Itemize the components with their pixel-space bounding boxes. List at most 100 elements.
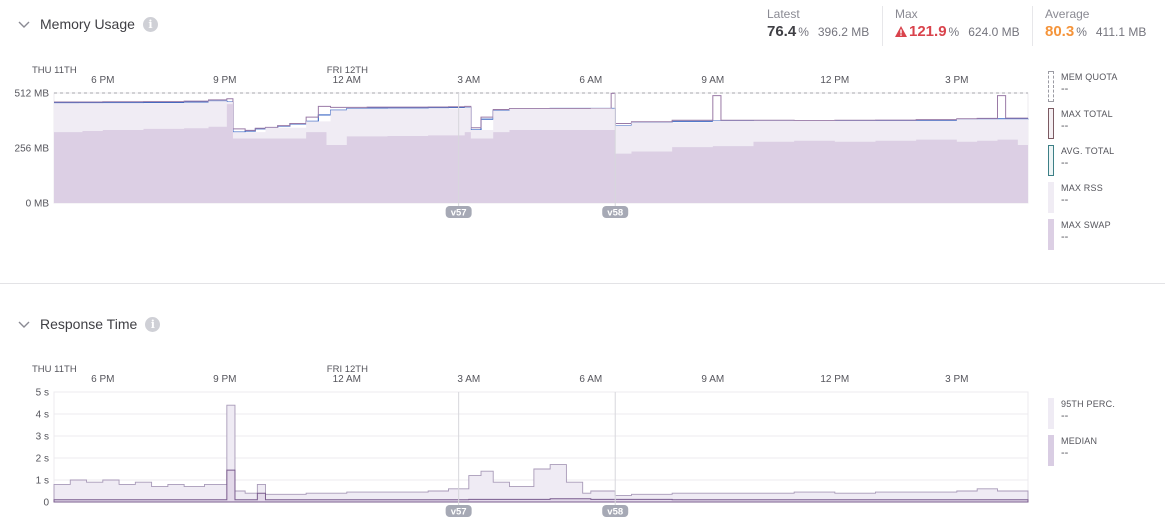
y-tick-label: 5 s — [36, 388, 49, 399]
series-95th-perc — [53, 404, 1029, 503]
info-icon[interactable]: i — [142, 16, 158, 32]
stat-latest-unit: % — [798, 25, 809, 39]
release-label: v58 — [607, 507, 623, 518]
release-badge — [445, 505, 472, 517]
x-tick-label: 9 AM — [701, 374, 724, 385]
x-tick-label: 3 AM — [457, 374, 480, 385]
y-tick-label: 256 MB — [15, 144, 50, 155]
response-time-panel: Response Time i 0 1 s 2 s 3 s 4 s 5 s 6 PM 9 PM… — [0, 300, 1165, 522]
max-rss-swatch — [1048, 182, 1054, 213]
memory-panel-title: Memory Usage — [40, 16, 135, 32]
x-tick-label: 6 PM — [91, 75, 114, 86]
mem-quota-swatch — [1048, 71, 1054, 102]
y-tick-label: 1 s — [36, 476, 49, 487]
y-tick-label: 4 s — [36, 410, 49, 421]
release-badge — [602, 206, 629, 218]
x-tick-label: 12 PM — [820, 374, 849, 385]
stat-average-unit: % — [1076, 25, 1087, 39]
legend-max-swap-value: -- — [1061, 231, 1069, 243]
stat-average: Average 80.3% 411.1 MB — [1032, 6, 1165, 46]
x-tick-label: 6 PM — [91, 374, 114, 385]
x-tick-label: 3 AM — [457, 75, 480, 86]
release-label: v57 — [451, 208, 467, 219]
legend-max-rss[interactable]: MAX RSS -- — [1048, 182, 1118, 219]
x-tick-label: 6 AM — [579, 75, 602, 86]
95th-perc-swatch — [1048, 398, 1054, 429]
memory-stats: Latest 76.4% 396.2 MB Max 121.9% 624.0 MB … — [755, 6, 1165, 46]
day-label: FRI 12TH — [327, 65, 368, 76]
x-tick-label: 6 AM — [579, 374, 602, 385]
legend-95th-perc[interactable]: 95TH PERC. -- — [1048, 398, 1115, 435]
x-tick-label: 9 AM — [701, 75, 724, 86]
x-tick-label: 9 PM — [213, 374, 236, 385]
stat-latest-mb: 396.2 MB — [817, 25, 870, 39]
response-time-chart[interactable]: 0 1 s 2 s 3 s 4 s 5 s 6 PM 9 PM 12 AM 3 AM 6 AM 9 A… — [0, 300, 1040, 522]
warning-icon — [895, 24, 907, 37]
release-badge — [602, 505, 629, 517]
legend-max-swap-label: MAX SWAP — [1061, 220, 1111, 230]
stat-average-mb: 411.1 MB — [1095, 25, 1147, 39]
stat-latest: Latest 76.4% 396.2 MB — [755, 6, 882, 46]
x-tick-label: 12 AM — [333, 75, 361, 86]
legend-median-value: -- — [1061, 447, 1069, 459]
y-tick-label: 3 s — [36, 432, 49, 443]
x-tick-label: 3 PM — [945, 374, 968, 385]
legend-95th-perc-value: -- — [1061, 410, 1069, 422]
response-panel-header: Response Time i — [16, 312, 161, 336]
legend-mem-quota[interactable]: MEM QUOTA -- — [1048, 71, 1118, 108]
legend-max-total[interactable]: MAX TOTAL -- — [1048, 108, 1118, 145]
day-label: THU 11TH — [32, 364, 77, 375]
series-median — [53, 469, 1029, 503]
chevron-down-icon[interactable] — [16, 316, 32, 332]
day-label: THU 11TH — [32, 65, 77, 76]
stat-max-mb: 624.0 MB — [968, 25, 1020, 39]
x-tick-label: 12 AM — [333, 374, 361, 385]
series-max-swap — [54, 104, 1028, 203]
release-badge — [445, 206, 472, 218]
release-label: v58 — [607, 208, 623, 219]
info-icon[interactable]: i — [145, 316, 161, 332]
y-tick-label: 0 — [43, 498, 49, 509]
x-tick-label: 3 PM — [945, 75, 968, 86]
legend-max-swap[interactable]: MAX SWAP -- — [1048, 219, 1118, 256]
x-tick-label: 12 PM — [820, 75, 849, 86]
legend-mem-quota-value: -- — [1061, 83, 1069, 95]
memory-panel-header: Memory Usage i — [16, 12, 158, 36]
y-tick-label: 512 MB — [15, 89, 50, 100]
stat-max-label: Max — [895, 7, 918, 21]
legend-avg-total-value: -- — [1061, 157, 1069, 169]
chevron-down-icon[interactable] — [16, 16, 32, 32]
stat-average-label: Average — [1045, 7, 1090, 21]
legend-95th-perc-label: 95TH PERC. — [1061, 399, 1116, 409]
legend-mem-quota-label: MEM QUOTA — [1061, 72, 1118, 82]
stat-latest-label: Latest — [767, 7, 800, 21]
legend-max-rss-label: MAX RSS — [1061, 183, 1103, 193]
stat-max-value: 121.9 — [909, 23, 947, 40]
day-label: FRI 12TH — [327, 364, 368, 375]
legend-median-label: MEDIAN — [1061, 436, 1098, 446]
x-tick-label: 9 PM — [213, 75, 236, 86]
memory-usage-panel: Memory Usage i Latest 76.4% 396.2 MB Max … — [0, 0, 1165, 284]
stat-latest-value: 76.4 — [767, 23, 797, 40]
memory-usage-chart[interactable]: 0 MB 256 MB 512 MB 6 PM 9 PM 12 AM 3 AM 6 AM 9 A… — [0, 0, 1040, 283]
legend-avg-total[interactable]: AVG. TOTAL -- — [1048, 145, 1118, 182]
legend-median[interactable]: MEDIAN -- — [1048, 435, 1115, 472]
legend-max-total-value: -- — [1061, 120, 1069, 132]
memory-legend: MEM QUOTA -- MAX TOTAL -- AVG. TOTAL -- … — [1048, 71, 1118, 256]
response-legend: 95TH PERC. -- MEDIAN -- — [1048, 398, 1115, 472]
max-swap-swatch — [1048, 219, 1054, 250]
stat-max-unit: % — [948, 25, 960, 39]
response-panel-title: Response Time — [40, 316, 138, 332]
legend-avg-total-label: AVG. TOTAL — [1061, 146, 1115, 156]
y-tick-label: 0 MB — [26, 199, 50, 210]
stat-average-value: 80.3 — [1045, 23, 1075, 40]
series-max-total — [54, 92, 1028, 131]
stat-max: Max 121.9% 624.0 MB — [882, 6, 1032, 46]
y-tick-label: 2 s — [36, 454, 49, 465]
median-swatch — [1048, 435, 1054, 466]
legend-max-total-label: MAX TOTAL — [1061, 109, 1113, 119]
legend-max-rss-value: -- — [1061, 194, 1069, 206]
avg-total-swatch — [1048, 145, 1054, 176]
release-label: v57 — [451, 507, 467, 518]
max-total-swatch — [1048, 108, 1054, 139]
